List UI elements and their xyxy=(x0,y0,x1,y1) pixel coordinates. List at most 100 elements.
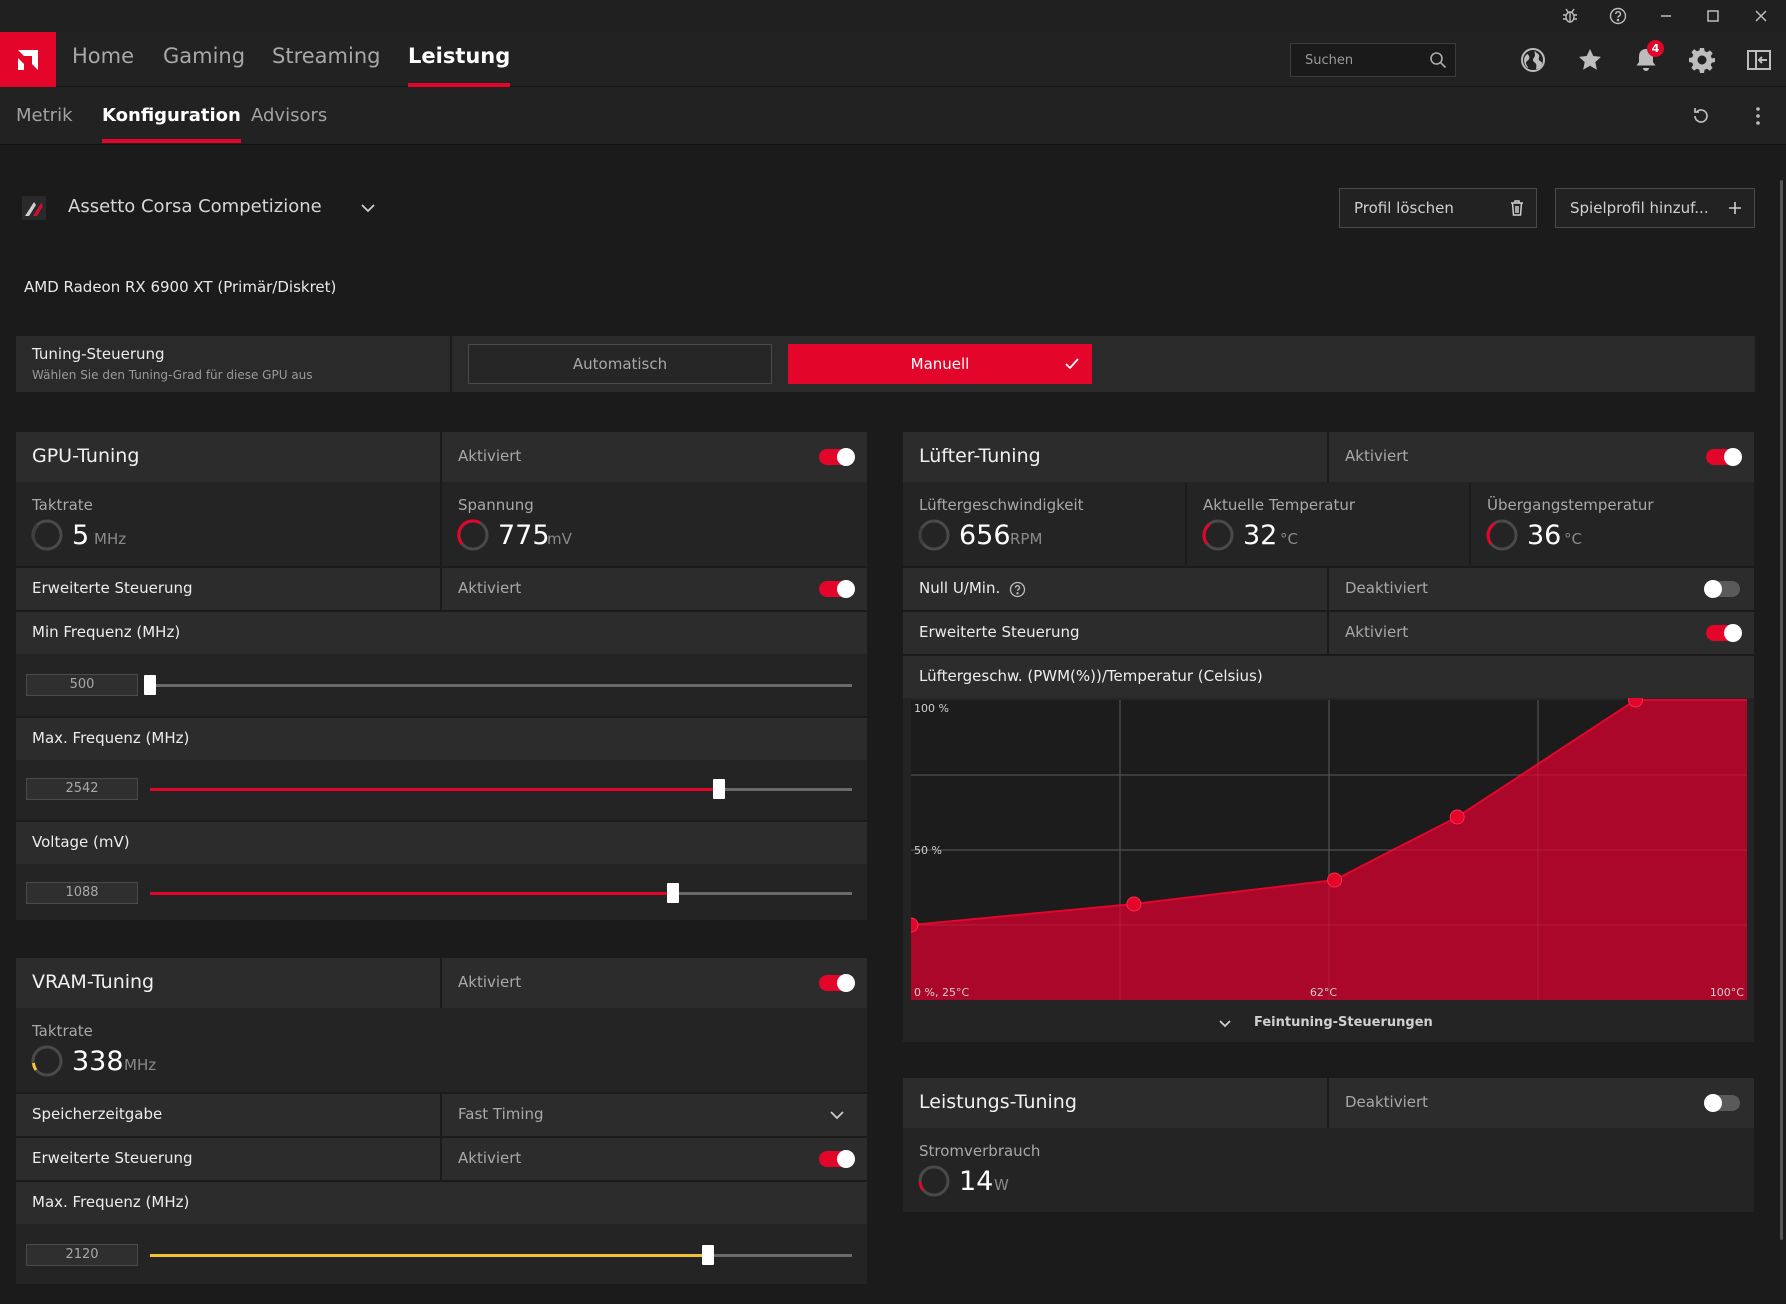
nav-gaming[interactable]: Gaming xyxy=(163,44,246,68)
gpu-tuning-title: GPU-Tuning xyxy=(32,445,140,467)
chevron-down-icon[interactable] xyxy=(828,1106,846,1124)
fan-curve-point[interactable] xyxy=(911,917,919,933)
scrollbar[interactable] xyxy=(1780,180,1783,1240)
bell-icon[interactable]: 4 xyxy=(1632,40,1664,74)
fan-tuning-toggle[interactable] xyxy=(1706,448,1742,466)
star-icon[interactable] xyxy=(1576,46,1604,74)
max-freq-input[interactable]: 2542 xyxy=(26,778,138,800)
search-icon[interactable] xyxy=(1429,51,1447,69)
help-icon[interactable] xyxy=(1608,6,1628,26)
gpu-tuning-toggle[interactable] xyxy=(819,448,855,466)
fan-curve-point[interactable] xyxy=(1628,698,1644,708)
fan-curve-point[interactable] xyxy=(1327,872,1343,888)
top-navigation: Home Gaming Streaming Leistung 4 xyxy=(0,32,1786,87)
fan-curve-point[interactable] xyxy=(1449,809,1465,825)
max-freq-header: Max. Frequenz (MHz) xyxy=(16,718,867,760)
fan-curve-line xyxy=(911,699,1747,926)
checkmark-icon xyxy=(1065,358,1079,370)
fan-advanced-toggle[interactable] xyxy=(1706,624,1742,642)
search-box[interactable] xyxy=(1290,43,1456,77)
fan-curve-title: Lüftergeschw. (PWM(%))/Temperatur (Celsi… xyxy=(919,667,1263,685)
vram-tuning-title: VRAM-Tuning xyxy=(32,971,155,993)
fan-metrics-row: Lüftergeschwindigkeit 656 RPM Aktuelle T… xyxy=(903,482,1754,566)
gear-icon[interactable] xyxy=(1688,46,1716,74)
gpu-clock-unit: MHz xyxy=(94,530,127,548)
zero-rpm-label: Null U/Min. xyxy=(919,579,1001,597)
tab-advisors[interactable]: Advisors xyxy=(251,105,328,126)
globe-icon[interactable] xyxy=(1519,46,1547,74)
vram-advanced-toggle[interactable] xyxy=(819,1150,855,1168)
memory-timing-row: Speicherzeitgabe Fast Timing xyxy=(16,1094,867,1136)
min-freq-header: Min Frequenz (MHz) xyxy=(16,612,867,654)
voltage-input[interactable]: 1088 xyxy=(26,882,138,904)
fine-tune-toggle[interactable]: Feintuning-Steuerungen xyxy=(1254,1015,1433,1030)
minimize-icon[interactable] xyxy=(1656,6,1676,26)
power-value: 14 xyxy=(959,1166,994,1197)
more-icon[interactable] xyxy=(1747,105,1769,127)
memory-timing-label: Speicherzeitgabe xyxy=(32,1105,163,1123)
fan-tuning-status: Aktiviert xyxy=(1345,447,1409,465)
vram-clock-label: Taktrate xyxy=(32,1022,93,1040)
chevron-down-icon[interactable] xyxy=(358,198,378,218)
max-freq-label: Max. Frequenz (MHz) xyxy=(32,729,190,747)
info-icon[interactable] xyxy=(1009,581,1026,598)
memory-timing-select[interactable]: Fast Timing xyxy=(458,1105,544,1123)
vram-tuning-toggle[interactable] xyxy=(819,974,855,992)
vram-max-freq-header: Max. Frequenz (MHz) xyxy=(16,1182,867,1224)
chevron-down-icon[interactable] xyxy=(1217,1016,1233,1032)
power-tuning-panel: Leistungs-Tuning Deaktiviert Stromverbra… xyxy=(903,1078,1754,1212)
maximize-icon[interactable] xyxy=(1703,6,1723,26)
fan-curve-chart[interactable]: 100 % 50 % 0 %, 25°C 62°C 100°C xyxy=(911,698,1747,1002)
gpu-clock-value: 5 xyxy=(72,520,90,551)
sidebar-icon[interactable] xyxy=(1745,46,1773,74)
slider-thumb[interactable] xyxy=(702,1245,715,1265)
automatic-button[interactable]: Automatisch xyxy=(468,344,772,384)
bug-icon[interactable] xyxy=(1560,6,1580,26)
sub-navigation: Metrik Konfiguration Advisors xyxy=(0,87,1786,145)
game-profile-select[interactable]: Assetto Corsa Competizione xyxy=(68,196,322,217)
search-input[interactable] xyxy=(1291,44,1431,76)
gpu-voltage-label: Spannung xyxy=(458,496,534,514)
fan-curve-point[interactable] xyxy=(1126,896,1142,912)
y-tick-label: 50 % xyxy=(914,844,942,857)
trash-icon xyxy=(1511,200,1523,216)
current-temp-value: 32 xyxy=(1243,520,1278,551)
delete-profile-label: Profil löschen xyxy=(1354,199,1454,217)
add-game-profile-button[interactable]: Spielprofil hinzuf... xyxy=(1555,188,1755,228)
slider-thumb[interactable] xyxy=(144,675,156,695)
min-freq-slider[interactable] xyxy=(150,684,852,687)
gpu-advanced-status: Aktiviert xyxy=(458,579,522,597)
fan-speed-value: 656 xyxy=(959,520,1011,551)
vram-clock-gauge xyxy=(31,1045,63,1077)
gpu-clock-gauge xyxy=(31,519,63,551)
nav-leistung[interactable]: Leistung xyxy=(408,44,511,87)
power-tuning-toggle[interactable] xyxy=(1704,1094,1740,1112)
close-icon[interactable] xyxy=(1751,6,1771,26)
zero-rpm-toggle[interactable] xyxy=(1704,580,1740,598)
nav-home[interactable]: Home xyxy=(72,44,135,68)
power-label: Stromverbrauch xyxy=(919,1142,1041,1160)
junction-temp-unit: °C xyxy=(1564,530,1582,548)
manual-label: Manuell xyxy=(910,355,970,373)
voltage-slider-row: 1088 xyxy=(16,864,867,920)
vram-advanced-status: Aktiviert xyxy=(458,1149,522,1167)
gpu-tuning-header: GPU-Tuning Aktiviert xyxy=(16,432,867,482)
min-freq-input[interactable]: 500 xyxy=(26,674,138,696)
delete-profile-button[interactable]: Profil löschen xyxy=(1339,188,1537,228)
gpu-voltage-gauge xyxy=(457,519,489,551)
slider-thumb[interactable] xyxy=(666,883,679,903)
gpu-advanced-toggle[interactable] xyxy=(819,580,855,598)
fan-curve-area xyxy=(911,700,1747,1000)
tab-metrik[interactable]: Metrik xyxy=(16,105,73,126)
reset-icon[interactable] xyxy=(1690,105,1712,127)
fine-tune-row: Feintuning-Steuerungen xyxy=(903,1004,1754,1042)
power-tuning-header: Leistungs-Tuning Deaktiviert xyxy=(903,1078,1754,1128)
manual-button[interactable]: Manuell xyxy=(788,344,1092,384)
fan-speed-label: Lüftergeschwindigkeit xyxy=(919,496,1084,514)
slider-thumb[interactable] xyxy=(712,779,725,799)
vram-max-freq-input[interactable]: 2120 xyxy=(26,1244,138,1266)
slider-fill xyxy=(150,1254,709,1257)
tab-konfiguration[interactable]: Konfiguration xyxy=(102,105,241,143)
nav-streaming[interactable]: Streaming xyxy=(272,44,381,68)
amd-logo[interactable] xyxy=(0,32,56,87)
